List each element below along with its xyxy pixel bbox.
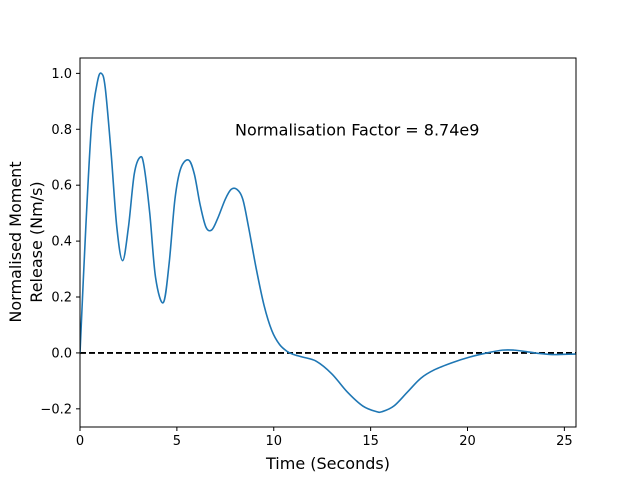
y-tick-label: 0.2 bbox=[51, 291, 72, 306]
y-tick-label: −0.2 bbox=[40, 402, 72, 417]
plot-frame bbox=[79, 57, 577, 428]
x-tick-label: 15 bbox=[362, 434, 379, 449]
x-tick-label: 25 bbox=[556, 434, 573, 449]
x-tick-label: 0 bbox=[76, 434, 84, 449]
y-tick-label: 0.8 bbox=[51, 123, 72, 138]
x-tick-label: 10 bbox=[265, 434, 282, 449]
y-axis-label-line-2: Release (Nm/s) bbox=[27, 181, 46, 302]
y-axis-label-line-1: Normalised Moment bbox=[6, 161, 25, 322]
y-tick-label: 0.0 bbox=[51, 346, 72, 361]
y-tick-label: 0.6 bbox=[51, 179, 72, 194]
x-tick-label: 5 bbox=[173, 434, 181, 449]
x-tick-label: 20 bbox=[459, 434, 476, 449]
y-tick-label: 0.4 bbox=[51, 235, 72, 250]
normalisation-annotation: Normalisation Factor = 8.74e9 bbox=[235, 120, 479, 139]
series-line-0 bbox=[80, 72, 576, 414]
y-tick-label: 1.0 bbox=[51, 67, 72, 82]
x-axis-label: Time (Seconds) bbox=[265, 454, 390, 473]
